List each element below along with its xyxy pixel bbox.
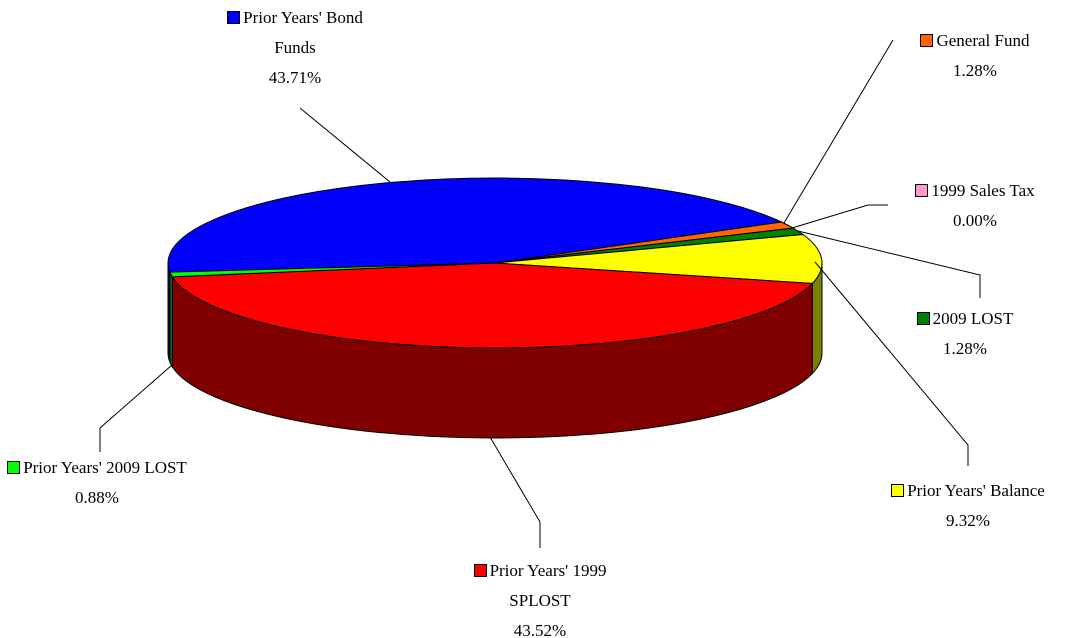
slice-name: Prior Years' 1999 SPLOST bbox=[489, 561, 607, 610]
slice-name: General Fund bbox=[936, 31, 1030, 50]
leader-line bbox=[489, 436, 541, 548]
data-label: 2009 LOST 1.28% bbox=[890, 304, 1040, 364]
data-label: Prior Years' 2009 LOST 0.88% bbox=[7, 453, 187, 513]
legend-swatch bbox=[916, 312, 930, 325]
leader-line bbox=[99, 364, 173, 452]
slice-name: 2009 LOST bbox=[932, 309, 1014, 328]
legend-swatch bbox=[915, 184, 929, 197]
pie-slice bbox=[167, 177, 784, 273]
slice-percent: 43.71% bbox=[268, 68, 322, 87]
data-label: 1999 Sales Tax 0.00% bbox=[890, 176, 1060, 236]
slice-name: 1999 Sales Tax bbox=[931, 181, 1035, 200]
legend-swatch bbox=[227, 11, 241, 24]
pie-slice bbox=[171, 262, 814, 349]
legend-swatch bbox=[920, 34, 934, 47]
data-label: Prior Years' Balance 9.32% bbox=[853, 476, 1076, 536]
slice-percent: 1.28% bbox=[953, 61, 997, 80]
leader-line bbox=[814, 261, 969, 466]
legend-swatch bbox=[473, 564, 487, 577]
slice-percent: 0.88% bbox=[75, 488, 119, 507]
pie-slice bbox=[494, 233, 823, 284]
legend-swatch bbox=[891, 484, 905, 497]
slice-name: Prior Years' Balance bbox=[907, 481, 1045, 500]
pie-side bbox=[169, 271, 173, 369]
slice-name: Prior Years' Bond Funds bbox=[243, 8, 363, 57]
leader-line bbox=[797, 230, 981, 298]
data-label: Prior Years' Bond Funds 43.71% bbox=[208, 3, 383, 93]
slice-percent: 0.00% bbox=[953, 211, 997, 230]
pie-slice bbox=[169, 262, 496, 278]
leader-line bbox=[299, 107, 391, 183]
leader-line bbox=[791, 204, 888, 229]
legend-swatch bbox=[7, 461, 21, 474]
slice-percent: 1.28% bbox=[943, 339, 987, 358]
data-label: General Fund 1.28% bbox=[900, 26, 1050, 86]
slice-percent: 9.32% bbox=[946, 511, 990, 530]
leader-line bbox=[783, 39, 894, 224]
slice-name: Prior Years' 2009 LOST bbox=[23, 458, 187, 477]
slice-percent: 43.52% bbox=[513, 621, 567, 638]
data-label: Prior Years' 1999 SPLOST 43.52% bbox=[445, 556, 635, 638]
